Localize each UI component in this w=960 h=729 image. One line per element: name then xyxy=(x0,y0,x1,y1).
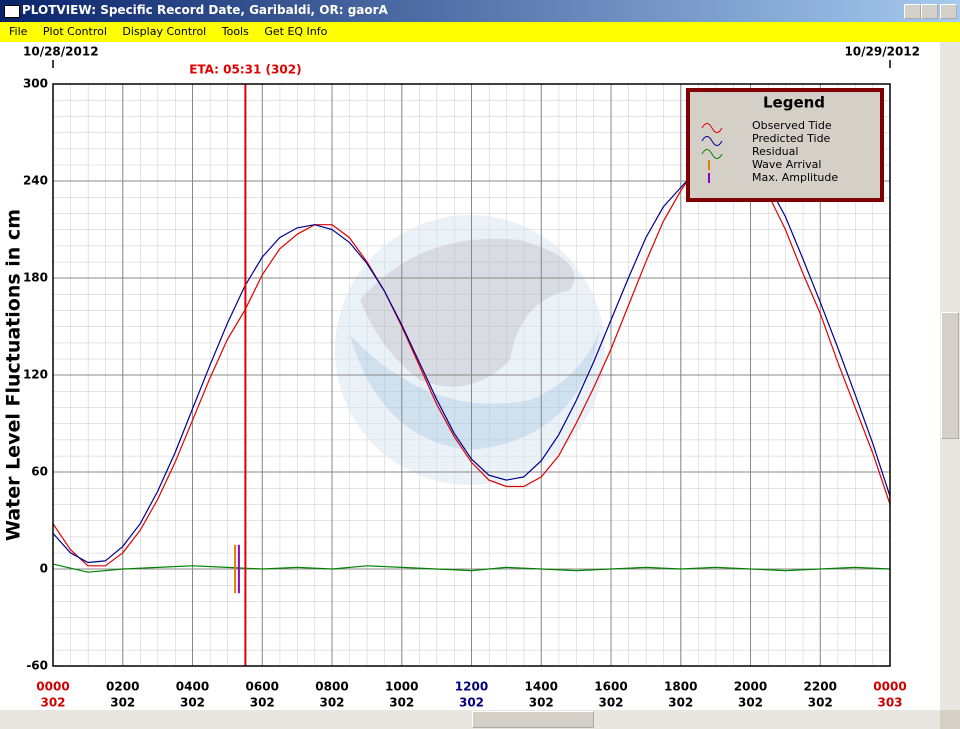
menu-item[interactable]: Plot Control xyxy=(42,25,107,38)
x-tick-label: 2200 xyxy=(804,680,837,694)
x-tick-label: 0800 xyxy=(315,680,348,694)
x-tick-day: 302 xyxy=(389,696,414,710)
vertical-scrollbar[interactable] xyxy=(940,42,960,710)
legend-label: Max. Amplitude xyxy=(752,171,838,184)
x-tick-label: 1600 xyxy=(594,680,627,694)
x-tick-day: 302 xyxy=(250,696,275,710)
eta-label: ETA: 05:31 (302) xyxy=(189,63,301,77)
date-label: 10/28/2012 xyxy=(23,45,99,59)
legend-label: Wave Arrival xyxy=(752,158,821,171)
x-tick-day: 302 xyxy=(110,696,135,710)
window-title: PLOTVIEW: Specific Record Date, Garibald… xyxy=(22,3,388,17)
x-tick-label: 0200 xyxy=(106,680,139,694)
y-axis-label: Water Level Fluctuations in cm xyxy=(3,209,25,541)
horizontal-scrollbar[interactable] xyxy=(0,710,940,729)
x-tick-label: 1400 xyxy=(525,680,558,694)
x-tick-day: 302 xyxy=(738,696,763,710)
x-tick-day: 302 xyxy=(459,696,484,710)
x-tick-day: 302 xyxy=(529,696,554,710)
date-label: 10/29/2012 xyxy=(844,45,920,59)
x-tick-day: 302 xyxy=(808,696,833,710)
legend-box xyxy=(686,88,884,202)
watermark xyxy=(335,215,605,485)
x-tick-label: 0000 xyxy=(36,680,69,694)
legend-label: Residual xyxy=(752,145,798,158)
maximize-button[interactable] xyxy=(921,4,938,19)
scroll-thumb[interactable] xyxy=(941,312,959,439)
legend-swatch xyxy=(701,123,723,133)
x-tick-label: 0000 xyxy=(873,680,906,694)
x-tick-day: 302 xyxy=(319,696,344,710)
scroll-thumb[interactable] xyxy=(472,711,594,728)
menu-item[interactable]: File xyxy=(9,25,28,38)
y-tick-label: 0 xyxy=(40,562,48,576)
chart: -60 0 60 120 180 240 300 0000 302 0200 302 0400 302 0… xyxy=(0,42,940,710)
y-tick-label: 60 xyxy=(31,465,48,479)
app-icon xyxy=(4,5,20,18)
legend-label: Predicted Tide xyxy=(752,132,831,145)
legend-label: Observed Tide xyxy=(752,119,832,132)
y-tick-label: 300 xyxy=(23,77,48,91)
series-line xyxy=(52,563,891,573)
x-tick-label: 1000 xyxy=(385,680,418,694)
y-tick-label: 120 xyxy=(23,368,48,382)
x-tick-day: 302 xyxy=(598,696,623,710)
menu-item[interactable]: Display Control xyxy=(122,25,207,38)
menu-item[interactable]: Tools xyxy=(221,25,249,38)
close-button[interactable] xyxy=(940,4,957,19)
legend-swatch xyxy=(701,136,723,146)
y-tick-label: 240 xyxy=(23,174,48,188)
menu-item[interactable]: Get EQ Info xyxy=(264,25,328,38)
plot-frame xyxy=(52,83,891,667)
legend-swatch xyxy=(701,149,723,159)
x-tick-day: 303 xyxy=(877,696,902,710)
y-tick-label: 180 xyxy=(23,271,48,285)
x-tick-label: 2000 xyxy=(734,680,767,694)
legend-title: Legend xyxy=(763,94,825,112)
x-tick-day: 302 xyxy=(40,696,65,710)
x-tick-label: 0600 xyxy=(246,680,279,694)
minimize-button[interactable] xyxy=(904,4,921,19)
menu-bar: File Plot Control Display Control Tools … xyxy=(0,22,960,42)
x-tick-label: 1200 xyxy=(455,680,488,694)
x-tick-label: 1800 xyxy=(664,680,697,694)
x-tick-day: 302 xyxy=(180,696,205,710)
x-tick-label: 0400 xyxy=(176,680,209,694)
x-tick-day: 302 xyxy=(668,696,693,710)
title-bar: PLOTVIEW: Specific Record Date, Garibald… xyxy=(0,0,960,22)
y-tick-label: -60 xyxy=(26,659,48,673)
